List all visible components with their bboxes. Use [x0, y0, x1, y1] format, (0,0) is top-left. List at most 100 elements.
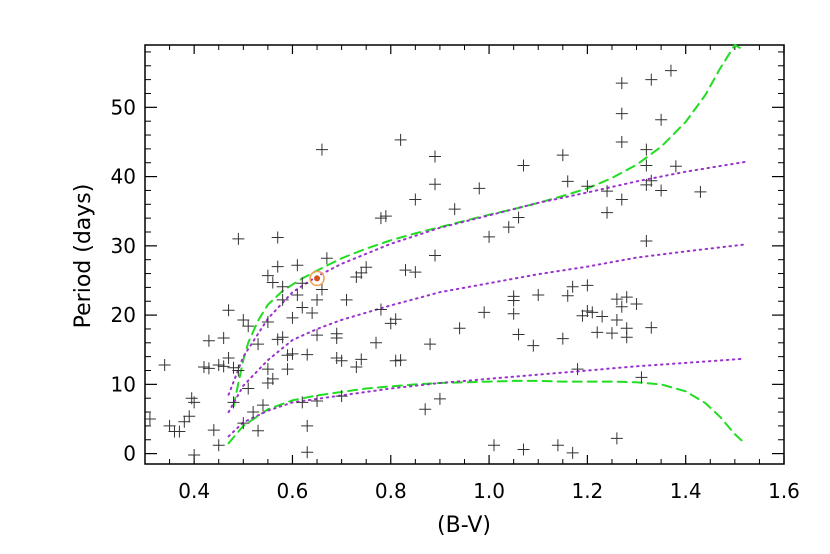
y-tick-label: 0 [123, 442, 136, 466]
x-axis-title: (B-V) [437, 513, 491, 538]
data-point [645, 73, 658, 86]
data-point [640, 159, 653, 172]
data-point [227, 396, 240, 409]
data-point [610, 432, 623, 445]
y-tick-labels: 0 10 20 30 40 50 [111, 95, 136, 465]
x-tick-labels: 0.4 0.6 0.8 1.0 1.2 1.4 1.6 [178, 479, 800, 503]
x-tick-label: 0.6 [277, 479, 309, 503]
data-point [158, 358, 171, 371]
data-point [212, 439, 225, 452]
data-point [291, 259, 304, 272]
plot-frame [144, 44, 785, 465]
data-point [350, 361, 363, 374]
data-point [487, 439, 500, 452]
data-point [266, 276, 279, 289]
data-point [424, 338, 437, 351]
data-point [664, 64, 677, 77]
y-tick-label: 30 [111, 234, 136, 258]
data-point [512, 211, 525, 224]
dotted-model-curve [227, 243, 746, 414]
data-point [394, 354, 407, 367]
data-point [419, 403, 432, 416]
data-point [640, 234, 653, 247]
data-point [389, 313, 402, 326]
data-point [517, 159, 530, 172]
data-point [370, 336, 383, 349]
highlight-dot [314, 275, 321, 282]
data-point [291, 289, 304, 302]
data-point [242, 320, 255, 333]
data-point [232, 364, 245, 377]
data-point [532, 289, 545, 302]
dashed-model-curve [232, 43, 746, 408]
data-point [271, 260, 284, 273]
data-point [222, 304, 235, 317]
data-point [669, 160, 682, 173]
data-point [276, 280, 289, 293]
data-point [581, 304, 594, 317]
data-point [561, 175, 574, 188]
x-tick-label: 0.4 [178, 479, 210, 503]
y-tick-label: 10 [111, 372, 136, 396]
data-point [601, 185, 614, 198]
data-point [311, 293, 324, 306]
data-point [281, 349, 294, 362]
data-point [551, 439, 564, 452]
data-point [389, 354, 402, 367]
data-point [473, 182, 486, 195]
data-point [615, 77, 628, 90]
data-point [261, 269, 274, 282]
data-point [315, 143, 328, 156]
data-point [635, 371, 648, 384]
x-tick-label: 1.6 [768, 479, 800, 503]
data-point [355, 353, 368, 366]
data-point [296, 396, 309, 409]
data-point [286, 311, 299, 324]
data-point [311, 394, 324, 407]
data-point [399, 264, 412, 277]
data-point [596, 310, 609, 323]
data-point [615, 193, 628, 206]
data-point [581, 180, 594, 193]
highlighted-star [309, 270, 325, 287]
data-point [261, 363, 274, 376]
x-tick-label: 0.8 [375, 479, 407, 503]
data-point [188, 448, 201, 461]
y-tick-label: 40 [111, 165, 136, 189]
data-point [340, 293, 353, 306]
data-point [315, 283, 328, 296]
data-point [571, 363, 584, 376]
data-point [296, 301, 309, 314]
data-point [517, 443, 530, 456]
data-point [566, 280, 579, 293]
data-point [620, 322, 633, 335]
data-point [271, 231, 284, 244]
data-point [566, 446, 579, 459]
data-point [591, 326, 604, 339]
dotted-model-curve [227, 357, 746, 438]
data-point [276, 331, 289, 344]
data-point [355, 266, 368, 279]
data-point [207, 424, 220, 437]
data-point [183, 410, 196, 423]
y-axis-title: Period (days) [71, 184, 96, 329]
data-point [507, 307, 520, 320]
data-point [610, 293, 623, 306]
data-point [222, 352, 235, 365]
data-point [202, 362, 215, 375]
data-point [586, 306, 599, 319]
data-point [694, 185, 707, 198]
data-point [296, 277, 309, 290]
dashed-model-curve [227, 379, 746, 445]
x-tick-label: 1.2 [571, 479, 603, 503]
data-point [301, 348, 314, 361]
data-point [202, 334, 215, 347]
data-point [645, 174, 658, 187]
data-point [556, 332, 569, 345]
data-point [379, 210, 392, 223]
data-point [237, 313, 250, 326]
data-point [330, 352, 343, 365]
data-point [409, 266, 422, 279]
data-point [502, 221, 515, 234]
